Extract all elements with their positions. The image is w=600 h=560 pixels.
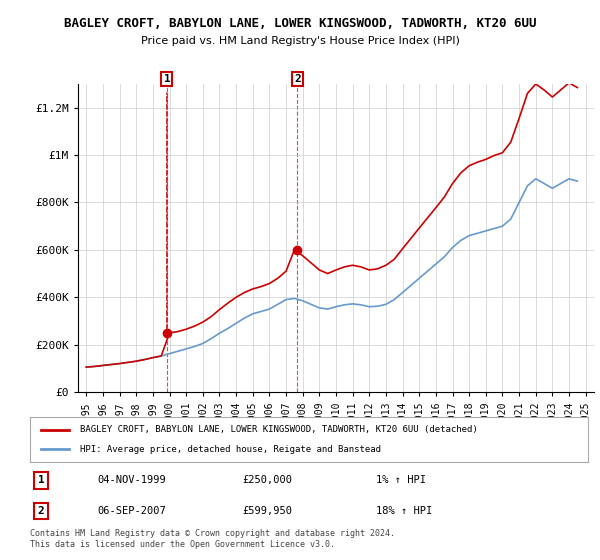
Text: 18% ↑ HPI: 18% ↑ HPI (376, 506, 432, 516)
Text: 1% ↑ HPI: 1% ↑ HPI (376, 475, 426, 485)
Text: BAGLEY CROFT, BABYLON LANE, LOWER KINGSWOOD, TADWORTH, KT20 6UU (detached): BAGLEY CROFT, BABYLON LANE, LOWER KINGSW… (80, 425, 478, 434)
Text: BAGLEY CROFT, BABYLON LANE, LOWER KINGSWOOD, TADWORTH, KT20 6UU: BAGLEY CROFT, BABYLON LANE, LOWER KINGSW… (64, 17, 536, 30)
Text: 04-NOV-1999: 04-NOV-1999 (97, 475, 166, 485)
Text: HPI: Average price, detached house, Reigate and Banstead: HPI: Average price, detached house, Reig… (80, 445, 381, 454)
Text: 2: 2 (294, 74, 301, 84)
Text: 1: 1 (164, 74, 170, 84)
Text: 1: 1 (38, 475, 44, 485)
Text: £250,000: £250,000 (242, 475, 292, 485)
Text: 06-SEP-2007: 06-SEP-2007 (97, 506, 166, 516)
Text: Price paid vs. HM Land Registry's House Price Index (HPI): Price paid vs. HM Land Registry's House … (140, 36, 460, 46)
Text: 2: 2 (38, 506, 44, 516)
Text: Contains HM Land Registry data © Crown copyright and database right 2024.
This d: Contains HM Land Registry data © Crown c… (30, 529, 395, 549)
Text: £599,950: £599,950 (242, 506, 292, 516)
